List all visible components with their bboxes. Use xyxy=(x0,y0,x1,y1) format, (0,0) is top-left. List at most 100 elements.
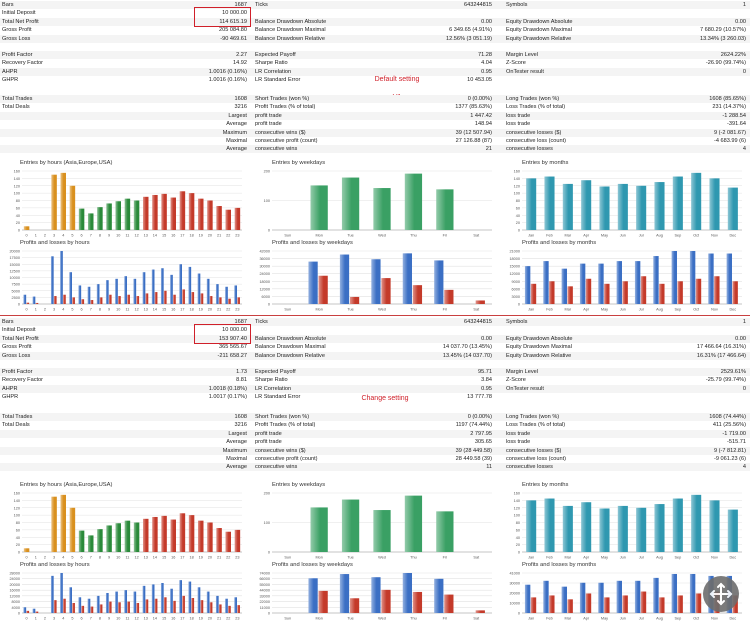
chart-bar xyxy=(23,226,30,230)
loss-bar xyxy=(136,296,140,304)
stat-value: 1 xyxy=(742,2,746,8)
profit-bar xyxy=(579,263,586,304)
chart-bar xyxy=(216,206,222,230)
chart-title: Entries by hours (Asia,Europe,USA) xyxy=(20,482,113,488)
x-tick-label: 0 xyxy=(26,234,28,238)
stat-label: consecutive losses ($) xyxy=(506,129,562,136)
stat-label: AHPR xyxy=(2,68,18,75)
x-tick-label: 8 xyxy=(99,617,101,621)
chart-bar xyxy=(225,531,231,552)
x-tick-label: Feb xyxy=(546,617,553,621)
y-tick-label: 60 xyxy=(16,528,20,532)
profit-bar xyxy=(32,296,36,304)
x-tick-label: 1 xyxy=(35,308,37,312)
stat-label: Long Trades (won %) xyxy=(506,96,560,102)
y-tick-label: 44000 xyxy=(259,589,270,593)
stat-value: 13.34% (3 260.03) xyxy=(699,35,746,42)
x-tick-label: Apr xyxy=(583,617,590,621)
profit-bar xyxy=(634,580,641,613)
stat-row: Bars 1687 Ticks 643244815 Symbols 1 xyxy=(0,318,750,326)
chart-panel-weekdays-pl: Profits and losses by weekdays 0 11000 220… xyxy=(250,560,500,623)
y-tick-label: 100 xyxy=(514,192,520,196)
stat-label: Loss Trades (% of total) xyxy=(506,422,566,429)
loss-bar xyxy=(136,603,140,613)
chart-title: Profits and losses by hours xyxy=(20,240,90,246)
profit-bar xyxy=(50,575,54,613)
loss-bar xyxy=(209,602,213,613)
x-tick-label: 20 xyxy=(208,234,212,238)
chart-bar xyxy=(341,177,360,230)
profit-bar xyxy=(188,581,192,613)
profit-bar xyxy=(308,578,318,613)
stat-value: 643244815 xyxy=(464,2,492,8)
profit-bar xyxy=(543,261,549,304)
x-tick-label: Fri xyxy=(443,556,448,560)
x-tick-label: 14 xyxy=(153,234,157,238)
loss-bar xyxy=(63,598,66,613)
loss-bar xyxy=(349,296,360,304)
stat-value: -4 683.99 (6) xyxy=(713,138,746,144)
x-tick-label: 13 xyxy=(144,234,148,238)
x-tick-label: 12 xyxy=(134,617,138,621)
stat-label: Equity Drawdown Maximal xyxy=(506,344,572,351)
loss-bar xyxy=(26,302,30,304)
x-tick-label: Aug xyxy=(656,234,663,238)
chart-bar xyxy=(599,186,610,230)
stat-value: 1608 (74.44%) xyxy=(709,414,746,420)
chart-bar xyxy=(727,187,738,230)
chart-bar xyxy=(373,510,391,552)
profit-bar xyxy=(234,285,237,304)
x-tick-label: 0 xyxy=(26,308,28,312)
stat-label: Largest xyxy=(228,430,247,437)
loss-bar xyxy=(35,611,39,613)
chart-bar xyxy=(78,208,85,230)
loss-bar xyxy=(228,298,231,304)
profit-bar xyxy=(179,264,182,304)
stat-value: -1 719.00 xyxy=(722,430,746,437)
loss-bar xyxy=(163,290,167,304)
x-tick-label: Oct xyxy=(693,308,700,312)
profit-bar xyxy=(142,585,146,613)
ratios-table: Profit Factor 2.27 Expected Payoff 71.28 Mar… xyxy=(0,51,750,85)
stat-label: consecutive wins ($) xyxy=(255,447,306,454)
chart-bar xyxy=(124,520,131,552)
x-tick-label: Aug xyxy=(656,308,663,312)
chart-bar xyxy=(106,525,112,552)
x-tick-label: 15 xyxy=(162,234,166,238)
y-tick-label: 140 xyxy=(14,177,20,181)
stat-value: -26.90 (99.74%) xyxy=(705,60,746,67)
x-tick-label: 23 xyxy=(235,308,239,312)
stat-value: 153 907.40 xyxy=(219,335,247,342)
stat-value: -391.64 xyxy=(727,121,746,128)
y-tick-label: 55000 xyxy=(259,583,270,587)
stat-value: 231 (14.37%) xyxy=(712,104,746,111)
profit-bar xyxy=(188,266,192,304)
stat-label: Profit Trades (% of total) xyxy=(255,104,316,111)
stat-label: Gross Profit xyxy=(2,27,32,34)
y-tick-label: 8000 xyxy=(12,600,20,604)
y-tick-label: 7500 xyxy=(12,283,20,287)
chart-pl-by-hours: 0 2500 5000 7500 10000 12500 15000 17500 20000 0 1… xyxy=(9,250,242,312)
chart-panel-weekdays-pl: Profits and losses by weekdays 0 6000 1200… xyxy=(250,238,500,314)
stat-label: Profit Factor xyxy=(2,52,33,58)
y-tick-label: 0 xyxy=(268,551,270,555)
x-tick-label: Jul xyxy=(639,234,644,238)
x-tick-label: Sat xyxy=(473,234,480,238)
loss-bar xyxy=(567,599,573,613)
loss-bar xyxy=(26,610,30,613)
chart-bar xyxy=(654,504,665,552)
stat-label: Sharpe Ratio xyxy=(255,377,288,384)
stat-value: 95.71 xyxy=(478,369,492,375)
stat-label: LR Standard Error xyxy=(255,77,301,84)
chart-bar xyxy=(216,528,222,552)
y-tick-label: 6000 xyxy=(262,295,270,299)
x-tick-label: 13 xyxy=(144,556,148,560)
loss-bar xyxy=(90,300,94,304)
profit-bar xyxy=(215,284,219,304)
zoom-button[interactable] xyxy=(703,576,739,612)
stat-label: Average xyxy=(226,464,247,471)
stat-label: Equity Drawdown Maximal xyxy=(506,27,572,34)
chart-bar xyxy=(152,194,158,230)
stat-value: 9 (-7 812.81) xyxy=(713,447,746,454)
loss-bar xyxy=(182,289,185,304)
